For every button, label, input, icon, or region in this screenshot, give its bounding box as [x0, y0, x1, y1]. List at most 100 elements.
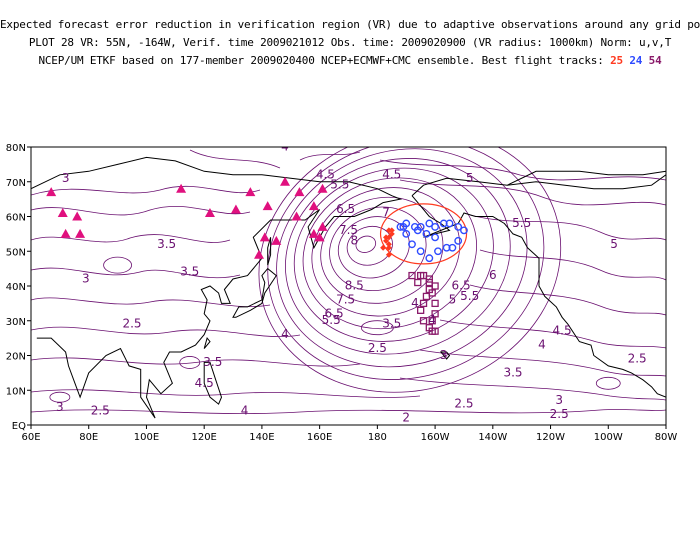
contour-line	[469, 214, 666, 241]
contour-ring	[258, 147, 562, 393]
contour-label: 3	[56, 400, 64, 414]
contour-line	[31, 326, 301, 338]
contour-label: 4.5	[382, 167, 401, 181]
contour-line	[31, 357, 361, 367]
track-label-54: 54	[648, 54, 662, 67]
track54-marker	[408, 271, 416, 280]
triangle-marker	[204, 208, 215, 218]
triangle-marker	[245, 187, 256, 197]
track25-marker	[383, 237, 390, 244]
contour-ring	[311, 187, 461, 317]
contour-label: 3.5	[180, 265, 199, 279]
contour-label: 2.5	[454, 397, 473, 411]
contour-label: 6.5	[452, 278, 471, 292]
contour-line	[31, 206, 251, 216]
track24-marker	[454, 236, 463, 245]
coastlines	[31, 156, 666, 419]
contour-closed	[103, 256, 132, 274]
track54-marker	[431, 282, 439, 290]
axis-ticks: 60E 80E 100E 120E 140E 160E 180 160W 140W 120W 100…	[6, 143, 678, 443]
header-line-3-text: NCEP/UM ETKF based on 177-member 2009020…	[38, 54, 604, 67]
track-label-24: 24	[629, 54, 643, 67]
contour-label: 4.5	[553, 324, 572, 338]
track54-marker	[431, 310, 439, 318]
coast-arctic-islands	[507, 170, 666, 186]
contour-label: 3.5	[503, 365, 522, 379]
track24-marker	[399, 223, 408, 231]
coast-japan	[232, 267, 277, 318]
contour-line	[419, 349, 666, 377]
lat-tick-label: 60N	[6, 213, 26, 224]
lon-tick-label: 140W	[478, 432, 507, 443]
lat-tick-label: 10N	[6, 386, 26, 397]
contour-label: 4.5	[316, 167, 335, 181]
track25-marker	[385, 251, 392, 258]
contour-label: 5.5	[322, 313, 341, 327]
contour-line	[399, 377, 666, 401]
contour-label: 8	[350, 233, 358, 247]
contour-ring	[329, 206, 427, 292]
contour-closed	[49, 391, 71, 403]
contour-label: 4	[241, 404, 249, 418]
track24-marker	[413, 226, 422, 235]
track54-marker	[428, 317, 436, 325]
lat-tick-label: 20N	[6, 352, 26, 363]
triangle-marker	[308, 201, 319, 211]
contour-label: 2.5	[550, 407, 569, 421]
contour-lines	[31, 147, 666, 415]
contour-line	[31, 297, 271, 308]
triangle-marker	[271, 235, 282, 245]
track25-marker	[380, 244, 387, 251]
contour-label: 6.5	[325, 306, 344, 320]
track24-marker	[442, 243, 451, 252]
triangle-marker	[72, 211, 83, 221]
track24-marker	[431, 233, 439, 242]
contour-label: 8.5	[345, 278, 364, 292]
track54-marker	[431, 327, 439, 335]
contour-label: 5	[466, 171, 474, 185]
lon-tick-label: 80W	[655, 432, 678, 443]
track24-marker	[425, 219, 434, 228]
header-line-3: NCEP/UM ETKF based on 177-member 2009020…	[0, 54, 700, 67]
contour-line	[31, 267, 241, 279]
lat-tick-label: 70N	[6, 178, 26, 189]
track54-marker	[425, 278, 433, 287]
track54-marker	[417, 306, 425, 314]
contour-ring	[346, 225, 393, 266]
contour-label: 5	[449, 292, 457, 306]
contour-label: 4	[281, 327, 289, 341]
triangle-marker	[314, 232, 325, 242]
contour-line	[31, 389, 421, 398]
lon-tick-label: 160W	[421, 432, 450, 443]
contour-ring	[355, 235, 377, 253]
contour-label: 2.5	[628, 351, 647, 365]
coast-philippines	[203, 361, 223, 405]
contour-line	[31, 234, 231, 243]
contour-label: 4	[428, 313, 436, 327]
triangle-marker	[317, 221, 328, 231]
contour-closed	[360, 320, 394, 336]
lon-tick-label: 180	[368, 432, 387, 443]
contour-line	[479, 249, 666, 281]
contour-line	[299, 151, 361, 161]
contour-closed	[595, 376, 621, 390]
contour-line	[399, 179, 666, 206]
track24-marker	[445, 219, 454, 228]
contour-label: 5.5	[330, 178, 349, 192]
contour-label: 3	[62, 171, 70, 185]
lat-tick-label: 40N	[6, 282, 26, 293]
triangle-marker	[262, 201, 273, 211]
triangle-marker	[254, 249, 265, 259]
coast-taiwan	[203, 337, 211, 349]
track24-marker	[431, 223, 439, 231]
triangle-marker	[176, 183, 187, 193]
triangle-marker	[291, 211, 302, 221]
contour-label: 7.5	[336, 292, 355, 306]
contour-label: 7.5	[339, 223, 358, 237]
contour-label: 3.5	[203, 355, 222, 369]
vr-circle	[379, 203, 468, 265]
triangle-marker	[230, 204, 241, 214]
contour-closed	[179, 356, 201, 369]
contour-ring	[276, 148, 528, 368]
